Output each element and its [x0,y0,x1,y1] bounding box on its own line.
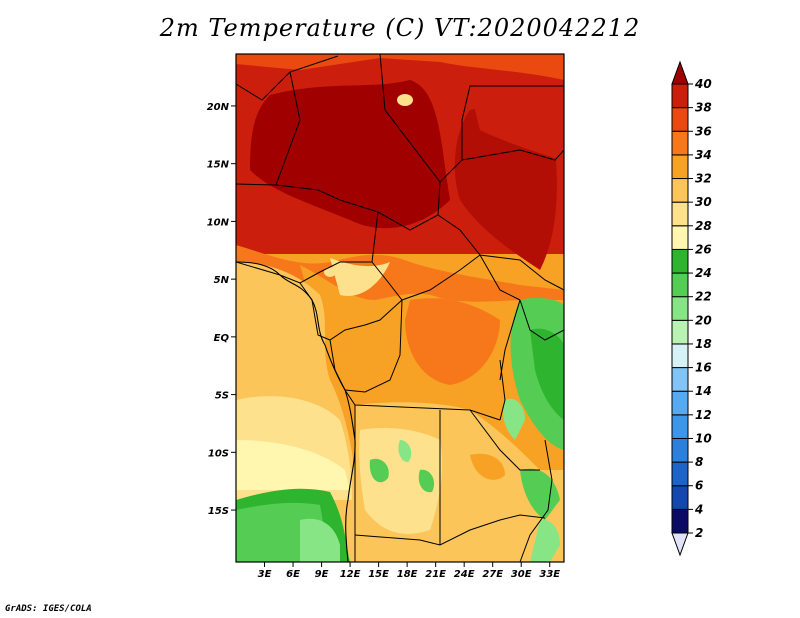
colorbar-label: 30 [695,195,712,209]
colorbar-segment [671,461,689,487]
colorbar-segment [671,272,689,298]
colorbar-label: 36 [695,124,712,138]
colorbar-label: 34 [695,148,712,162]
colorbar-upper-extend [671,60,689,85]
colorbar-label: 4 [694,502,703,516]
grads-footer: GrADS: IGES/COLA [5,604,92,614]
colorbar-segment [671,343,689,369]
colorbar-label: 24 [695,266,712,280]
x-tick-label: 3E [258,569,272,580]
colorbar-label: 26 [695,242,712,256]
coastline [236,261,356,562]
colorbar-segment [671,154,689,180]
colorbar-segment [671,248,689,274]
colorbar-segment [671,437,689,463]
x-tick-label: 30E [511,569,532,580]
colorbar-segment [671,178,689,203]
colorbar-label: 32 [695,172,712,186]
colorbar-label: 12 [695,408,712,422]
x-tick-label: 6E [286,569,300,580]
chart-title: 2m Temperature (C) VT:2020042212 [159,14,641,42]
x-tick-label: 27E [482,569,503,580]
colorbar-segment [671,485,689,510]
x-tick-label: 9E [315,569,329,580]
colorbar-segment [671,508,689,534]
y-tick-label: 10N [207,217,230,228]
colorbar-label: 10 [695,431,712,445]
colorbar-label: 2 [695,526,703,540]
y-tick-label: 15S [208,506,229,517]
x-tick-label: 18E [397,569,418,580]
x-tick-label: 15E [368,569,389,580]
y-tick-label: 15N [207,160,230,171]
colorbar-label: 14 [695,384,712,398]
temperature-field [236,54,564,562]
y-axis: 20N 15N 10N 5N EQ 5S 10S 15S [207,102,236,517]
colorbar-segment [671,296,689,321]
colorbar-label: 6 [695,479,703,493]
colorbar-segment [671,225,689,250]
colorbar-label: 20 [695,313,712,327]
colorbar-segment [671,414,689,439]
colorbar-segment [671,83,689,109]
colorbar-segment [671,367,689,392]
colorbar-label: 40 [694,77,712,91]
x-tick-label: 21E [425,569,446,580]
colorbar-label: 16 [695,361,712,375]
colorbar-label: 18 [695,337,712,351]
x-tick-label: 24E [454,569,475,580]
y-tick-label: 5N [214,275,230,286]
y-tick-label: 10S [208,448,229,459]
country-borders [236,54,564,562]
x-tick-label: 33E [539,569,560,580]
colorbar-lower-extend [671,532,689,557]
colorbar-segment [671,201,689,227]
y-tick-label: 20N [207,102,230,113]
colorbar-label: 38 [695,101,712,115]
x-axis: 3E 6E 9E 12E 15E 18E 21E 24E 27E 30E 33E [258,562,560,580]
x-tick-label: 12E [340,569,361,580]
y-tick-label: EQ [214,333,230,344]
colorbar-label: 22 [695,290,712,304]
plot-frame [235,53,565,563]
colorbar-segment [671,319,689,345]
y-tick-label: 5S [215,391,229,402]
colorbar-segment [671,107,689,132]
colorbar-segment [671,390,689,416]
colorbar-segment [671,130,689,156]
colorbar-label: 8 [695,455,703,469]
colorbar-label: 28 [695,219,712,233]
